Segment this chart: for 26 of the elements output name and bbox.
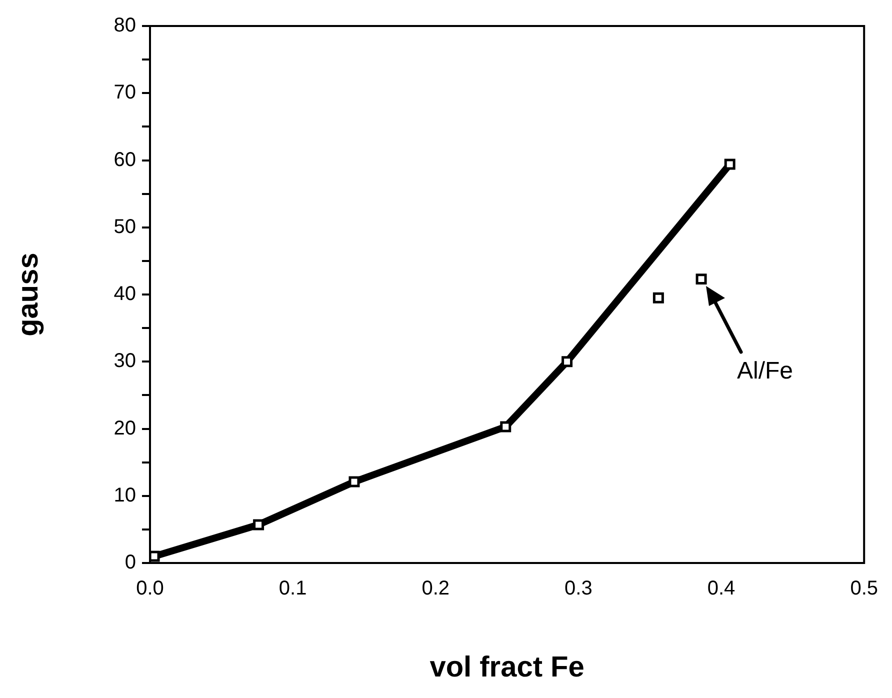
point [652, 292, 664, 304]
y-tick-label: 20 [114, 417, 136, 440]
x-tick-label: 0.4 [707, 578, 736, 600]
annotation: Al/Fe [736, 358, 794, 385]
x-tick-label: 0.1 [278, 578, 307, 600]
y-tick-label: 50 [114, 216, 136, 238]
y-tick-label: 40 [114, 283, 136, 306]
y-tick-label: 80 [114, 14, 136, 37]
point [253, 519, 264, 530]
x-axis-title: vol fract Fe [430, 652, 584, 684]
point [500, 421, 512, 432]
x-tick-label: 0.2 [422, 578, 450, 600]
x-tick-label: 0.5 [850, 578, 878, 600]
x-tick-label: 0.3 [564, 578, 592, 600]
y-tick-label: 0 [124, 552, 136, 574]
point [724, 158, 736, 170]
y-axis-title: gauss [12, 252, 44, 336]
point [696, 274, 707, 285]
x-tick-label: 0.0 [136, 578, 164, 600]
point [562, 356, 573, 368]
y-tick-label: 70 [114, 82, 136, 104]
point [348, 476, 360, 488]
point [150, 550, 160, 562]
y-tick-label: 60 [114, 148, 136, 171]
y-tick-label: 30 [114, 350, 136, 372]
y-tick-label: 10 [114, 484, 136, 506]
